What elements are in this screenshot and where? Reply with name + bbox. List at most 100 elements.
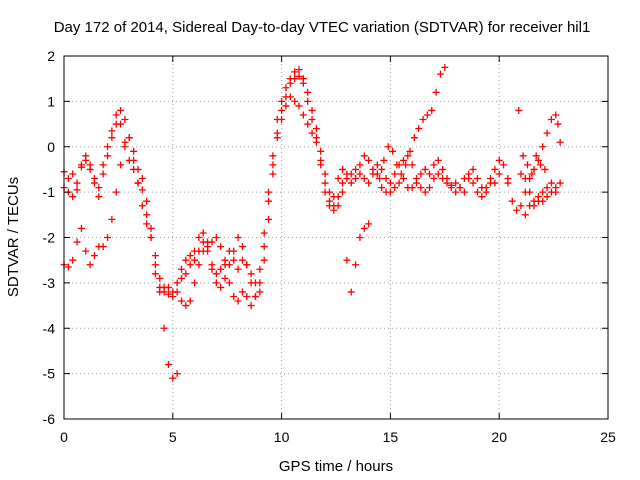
data-point <box>125 134 133 142</box>
data-point <box>308 129 316 137</box>
data-point <box>547 179 555 187</box>
data-point <box>491 165 499 173</box>
data-point <box>234 297 242 305</box>
x-tick-label: 0 <box>60 429 68 445</box>
data-point <box>395 179 403 187</box>
y-tick-label: 1 <box>47 93 55 109</box>
data-point <box>439 165 447 173</box>
data-point <box>417 184 425 192</box>
data-point <box>299 111 307 119</box>
data-point <box>130 156 138 164</box>
data-point <box>391 170 399 178</box>
data-point <box>260 256 268 264</box>
data-point <box>376 175 384 183</box>
data-point <box>543 129 551 137</box>
data-point <box>519 152 527 160</box>
data-point <box>282 102 290 110</box>
data-point <box>217 265 225 273</box>
data-point <box>95 184 103 192</box>
data-point <box>269 161 277 169</box>
data-point <box>389 147 397 155</box>
data-point <box>447 184 455 192</box>
data-point <box>500 161 508 169</box>
data-point <box>299 79 307 87</box>
data-point <box>386 188 394 196</box>
data-point <box>182 256 190 264</box>
data-point <box>73 179 81 187</box>
data-point <box>173 288 181 296</box>
data-point <box>530 202 538 210</box>
data-point <box>334 202 342 210</box>
data-point <box>195 247 203 255</box>
data-point <box>452 179 460 187</box>
data-point <box>191 279 199 287</box>
data-point <box>495 170 503 178</box>
data-point <box>238 243 246 251</box>
data-point <box>230 256 238 264</box>
data-point <box>265 215 273 223</box>
data-point <box>117 161 125 169</box>
data-point <box>426 170 434 178</box>
data-point <box>82 152 90 160</box>
y-tick-label: -1 <box>43 184 56 200</box>
data-point <box>556 138 564 146</box>
data-point <box>360 152 368 160</box>
data-point <box>539 143 547 151</box>
data-point <box>73 186 81 194</box>
data-point <box>247 270 255 278</box>
data-point <box>360 224 368 232</box>
data-point <box>373 170 381 178</box>
data-point <box>473 188 481 196</box>
data-point <box>482 184 490 192</box>
data-point <box>108 215 116 223</box>
data-point <box>151 270 159 278</box>
data-point <box>399 175 407 183</box>
data-point <box>386 179 394 187</box>
data-point <box>221 256 229 264</box>
data-point <box>384 143 392 151</box>
data-point <box>295 66 303 74</box>
data-point <box>143 220 151 228</box>
data-point <box>278 106 286 114</box>
data-point <box>273 129 281 137</box>
data-point <box>121 116 129 124</box>
data-point <box>556 179 564 187</box>
data-point <box>352 261 360 269</box>
data-point <box>436 70 444 78</box>
data-point <box>178 297 186 305</box>
data-point <box>356 161 364 169</box>
data-point <box>199 229 207 237</box>
data-point <box>82 247 90 255</box>
data-point <box>539 188 547 196</box>
data-point <box>321 170 329 178</box>
data-point <box>186 252 194 260</box>
data-point <box>225 247 233 255</box>
data-point <box>234 234 242 241</box>
data-point <box>460 175 468 183</box>
data-point <box>391 184 399 192</box>
data-point <box>339 179 347 187</box>
y-tick-label: -4 <box>43 320 56 336</box>
data-point <box>532 152 540 160</box>
data-point <box>169 292 177 300</box>
data-point <box>421 188 429 196</box>
data-point <box>108 134 116 142</box>
data-point <box>86 261 94 269</box>
data-point <box>325 202 333 210</box>
data-point <box>208 238 216 246</box>
data-point <box>90 179 98 187</box>
data-point <box>291 68 299 76</box>
data-point <box>238 256 246 264</box>
data-point <box>504 179 512 187</box>
data-point <box>90 252 98 260</box>
y-axis-label: SDTVAR / TECUs <box>5 177 22 297</box>
data-point <box>528 170 536 178</box>
data-point <box>317 161 325 169</box>
data-point <box>186 261 194 269</box>
data-point <box>380 156 388 164</box>
data-point <box>330 193 338 201</box>
data-point <box>308 106 316 114</box>
data-point <box>251 292 259 300</box>
data-point <box>108 127 116 135</box>
